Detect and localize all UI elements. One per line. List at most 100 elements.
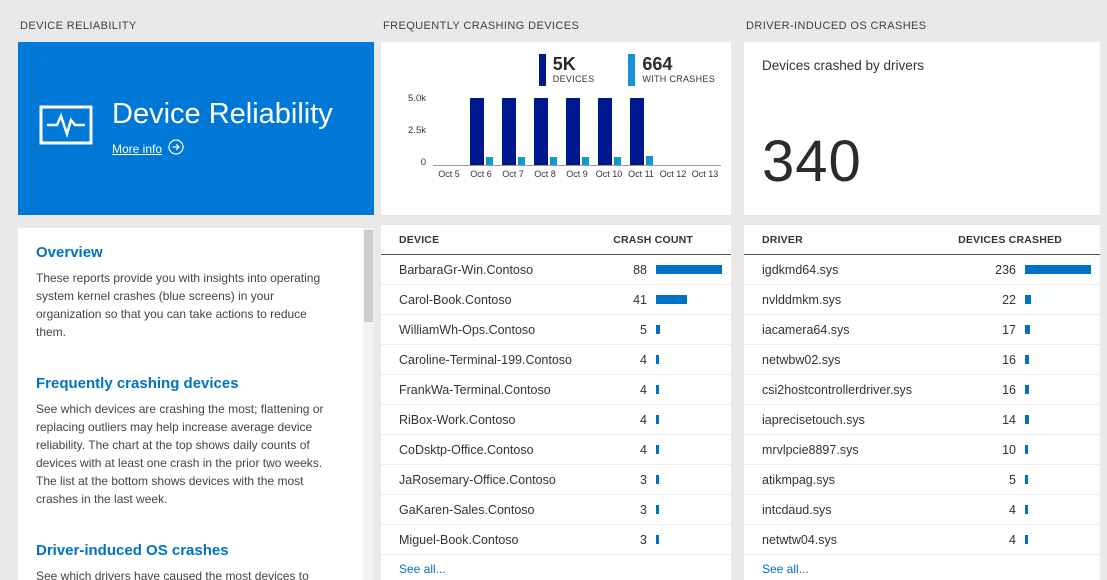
y-tick-label: 0 xyxy=(420,157,426,168)
row-name: JaRosemary-Office.Contoso xyxy=(399,472,556,487)
x-axis-label: Oct 8 xyxy=(534,169,556,179)
drivers-summary-panel: Devices crashed by drivers 340 xyxy=(744,42,1100,215)
row-value: 22 xyxy=(1002,292,1016,307)
y-tick-label: 5.0k xyxy=(408,93,426,104)
row-bar-wrap xyxy=(1016,445,1094,454)
row-bar-wrap xyxy=(647,505,725,514)
tile-text: Device Reliability More info xyxy=(112,97,333,159)
description-panel: Overview These reports provide you with i… xyxy=(18,228,374,580)
column-driver-induced-crashes: DRIVER-INDUCED OS CRASHES Devices crashe… xyxy=(744,0,1100,580)
bar-group xyxy=(657,97,689,165)
tile-title: Device Reliability xyxy=(112,97,333,130)
row-value-bar xyxy=(1025,385,1029,394)
table-row[interactable]: GaKaren-Sales.Contoso 3 xyxy=(381,495,731,525)
row-value-bar xyxy=(1025,415,1029,424)
row-bar-wrap xyxy=(1016,325,1094,334)
row-bar-wrap xyxy=(1016,295,1094,304)
x-axis: Oct 5 Oct 6 Oct 7 Oct 8 Oct 9 Oct 10 Oct 11 Oct… xyxy=(433,169,721,179)
table-row[interactable]: BarbaraGr-Win.Contoso 88 xyxy=(381,255,731,285)
row-name: intcdaud.sys xyxy=(762,502,832,517)
drivers-table-panel: DRIVER DEVICES CRASHED igdkmd64.sys 236 nv… xyxy=(744,225,1100,580)
scrollbar-thumb[interactable] xyxy=(364,230,373,322)
row-name: Caroline-Terminal-199.Contoso xyxy=(399,352,572,367)
row-bar-wrap xyxy=(647,415,725,424)
row-bar-wrap xyxy=(647,265,725,274)
table-row[interactable]: RiBox-Work.Contoso 4 xyxy=(381,405,731,435)
scrollbar-track[interactable] xyxy=(363,228,374,580)
row-bar-wrap xyxy=(647,475,725,484)
column-device-reliability: DEVICE RELIABILITY Device Reliability Mo… xyxy=(18,0,374,580)
row-value: 88 xyxy=(633,262,647,277)
row-name: CoDsktp-Office.Contoso xyxy=(399,442,534,457)
drivers-see-all-link[interactable]: See all... xyxy=(762,562,809,576)
row-bar-wrap xyxy=(1016,475,1094,484)
x-axis-label: Oct 7 xyxy=(502,169,524,179)
row-name: netwtw04.sys xyxy=(762,532,838,547)
devices-crashed-count: 340 xyxy=(762,129,862,194)
row-value: 10 xyxy=(1002,442,1016,457)
row-value: 41 xyxy=(633,292,647,307)
row-name: igdkmd64.sys xyxy=(762,262,839,277)
bar-group xyxy=(689,97,721,165)
table-row[interactable]: JaRosemary-Office.Contoso 3 xyxy=(381,465,731,495)
legend-text: 5K DEVICES xyxy=(553,54,595,88)
info-section: Overview These reports provide you with i… xyxy=(36,244,340,341)
chart-bar xyxy=(469,97,484,165)
section-heading: Driver-induced OS crashes xyxy=(36,542,229,559)
chart-bar xyxy=(613,156,621,165)
row-name: nvlddmkm.sys xyxy=(762,292,842,307)
table-row[interactable]: WilliamWh-Ops.Contoso 5 xyxy=(381,315,731,345)
more-info-link[interactable]: More info xyxy=(112,139,333,158)
drivers-table-body: igdkmd64.sys 236 nvlddmkm.sys 22 iacamera64.… xyxy=(744,255,1100,555)
row-value-bar xyxy=(656,445,659,454)
devices-col-header: DEVICE xyxy=(399,233,440,246)
x-axis-label: Oct 11 xyxy=(628,169,654,179)
table-row[interactable]: csi2hostcontrollerdriver.sys 16 xyxy=(744,375,1100,405)
row-name: mrvlpcie8897.sys xyxy=(762,442,859,457)
devices-see-all-link[interactable]: See all... xyxy=(399,562,446,576)
row-value-bar xyxy=(656,505,659,514)
row-value-bar xyxy=(656,265,722,274)
table-row[interactable]: Carol-Book.Contoso 41 xyxy=(381,285,731,315)
device-reliability-tile[interactable]: Device Reliability More info xyxy=(18,42,374,215)
legend-swatch xyxy=(538,54,546,86)
row-name: netwbw02.sys xyxy=(762,352,841,367)
chart-bar xyxy=(581,156,589,165)
table-row[interactable]: netwtw04.sys 4 xyxy=(744,525,1100,555)
table-row[interactable]: atikmpag.sys 5 xyxy=(744,465,1100,495)
row-name: RiBox-Work.Contoso xyxy=(399,412,516,427)
legend-item: 664 WITH CRASHES xyxy=(628,54,715,88)
column-header-device-reliability: DEVICE RELIABILITY xyxy=(20,20,137,32)
row-value: 16 xyxy=(1002,352,1016,367)
row-value: 236 xyxy=(995,262,1016,277)
table-row[interactable]: iaprecisetouch.sys 14 xyxy=(744,405,1100,435)
row-value-bar xyxy=(656,415,659,424)
row-value-bar xyxy=(656,355,659,364)
table-row[interactable]: intcdaud.sys 4 xyxy=(744,495,1100,525)
table-row[interactable]: Caroline-Terminal-199.Contoso 4 xyxy=(381,345,731,375)
row-name: FrankWa-Terminal.Contoso xyxy=(399,382,551,397)
table-row[interactable]: mrvlpcie8897.sys 10 xyxy=(744,435,1100,465)
table-row[interactable]: nvlddmkm.sys 22 xyxy=(744,285,1100,315)
legend-item: 5K DEVICES xyxy=(538,54,595,88)
summary-label: Devices crashed by drivers xyxy=(762,58,925,73)
x-axis-label: Oct 12 xyxy=(659,169,687,179)
row-value: 4 xyxy=(640,442,647,457)
row-value-bar xyxy=(656,385,659,394)
table-row[interactable]: igdkmd64.sys 236 xyxy=(744,255,1100,285)
table-row[interactable]: iacamera64.sys 17 xyxy=(744,315,1100,345)
devices-table-header: DEVICE CRASH COUNT xyxy=(381,225,731,255)
row-value-bar xyxy=(1025,445,1028,454)
chart-bar xyxy=(517,157,525,165)
row-bar-wrap xyxy=(647,295,725,304)
row-value-bar xyxy=(656,475,659,484)
table-row[interactable]: FrankWa-Terminal.Contoso 4 xyxy=(381,375,731,405)
table-row[interactable]: Miguel-Book.Contoso 3 xyxy=(381,525,731,555)
table-row[interactable]: CoDsktp-Office.Contoso 4 xyxy=(381,435,731,465)
row-bar-wrap xyxy=(1016,355,1094,364)
row-value: 4 xyxy=(1009,502,1016,517)
table-row[interactable]: netwbw02.sys 16 xyxy=(744,345,1100,375)
row-value: 5 xyxy=(640,322,647,337)
section-heading: Overview xyxy=(36,244,103,261)
chart-bar xyxy=(565,98,580,165)
